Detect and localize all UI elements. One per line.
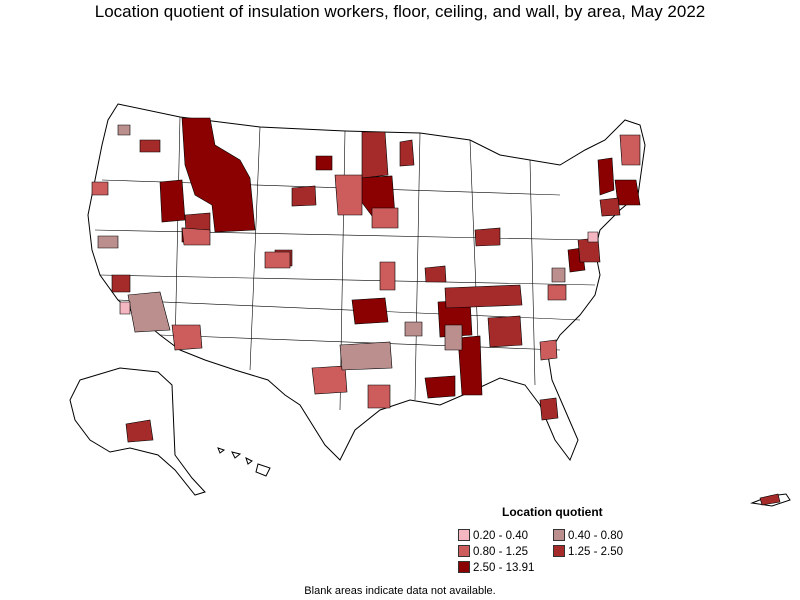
map-title: Location quotient of insulation workers,… [94,2,706,21]
legend-swatch-2 [458,545,470,557]
legend-item-0: 0.20 - 0.40 [458,529,528,542]
legend-label-2: 0.80 - 1.25 [473,546,528,558]
legend-item-4: 2.50 - 13.91 [458,561,534,574]
legend-label-3: 1.25 - 2.50 [568,546,623,558]
legend-label-4: 2.50 - 13.91 [473,562,535,574]
legend-swatch-3 [553,545,565,557]
hawaii-islands [217,447,271,477]
legend-label-1: 0.40 - 0.80 [568,530,623,542]
legend-item-2: 0.80 - 1.25 [458,545,528,558]
legend-item-1: 0.40 - 0.80 [553,529,623,542]
legend-swatch-4 [458,561,470,573]
legend-item-3: 1.25 - 2.50 [553,545,623,558]
legend-swatch-1 [553,529,565,541]
legend-swatch-0 [458,529,470,541]
legend-title: Location quotient [502,505,603,519]
legend-label-0: 0.20 - 0.40 [473,530,528,542]
data-availability-note: Blank areas indicate data not available. [304,585,496,597]
